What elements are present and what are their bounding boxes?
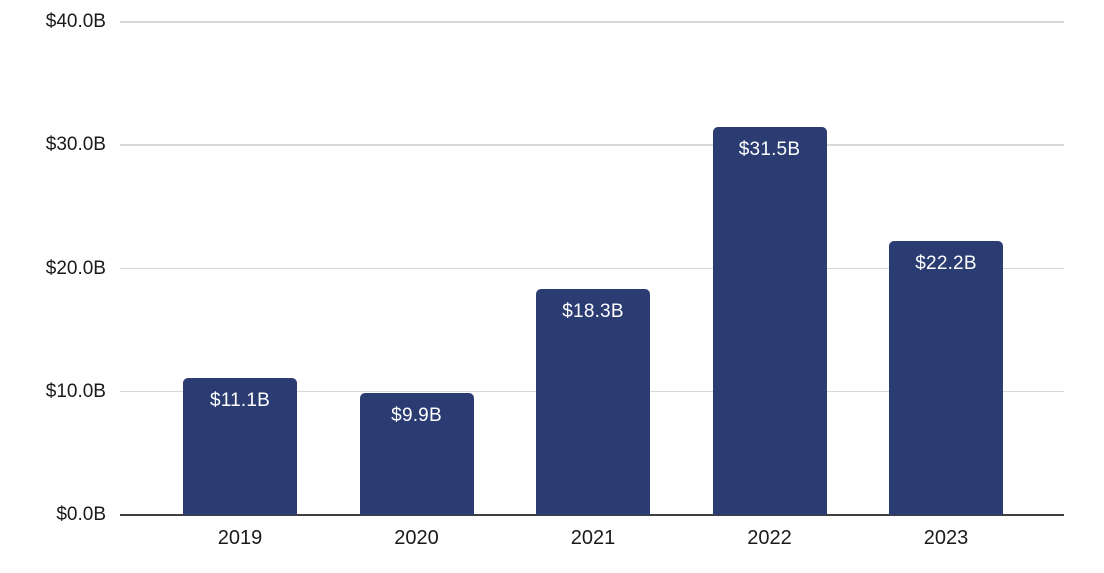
bar-value-label: $9.9B	[391, 405, 442, 426]
y-tick-label: $30.0B	[45, 134, 106, 156]
bar-value-label: $18.3B	[562, 301, 624, 322]
bar-2020: $9.9B	[359, 393, 474, 515]
y-tick-label: $10.0B	[45, 380, 106, 402]
bars-layer: $11.1B $9.9B $18.3B $31.5B $22.2B	[183, 22, 1003, 515]
x-tick-label: 2023	[923, 527, 969, 549]
bar-2021: $18.3B	[536, 289, 650, 515]
bar-2019: $11.1B	[183, 378, 297, 515]
y-tick-label: $0.0B	[56, 504, 106, 525]
x-tick-label: 2021	[570, 527, 616, 549]
bar-value-label: $11.1B	[209, 390, 270, 411]
x-tick-label: 2020	[394, 527, 439, 549]
bar-2022: $31.5B	[712, 127, 827, 515]
x-tick-label: 2019	[217, 527, 263, 549]
bar-value-label: $31.5B	[738, 139, 801, 160]
y-tick-label: $20.0B	[45, 257, 106, 279]
y-tick-label: $40.0B	[45, 11, 106, 32]
x-tick-label: 2022	[747, 527, 792, 549]
bar-2023: $22.2B	[889, 241, 1003, 515]
bar-value-label: $22.2B	[915, 253, 977, 274]
x-axis: 2019 2020 2021 2022 2023	[183, 527, 1003, 550]
